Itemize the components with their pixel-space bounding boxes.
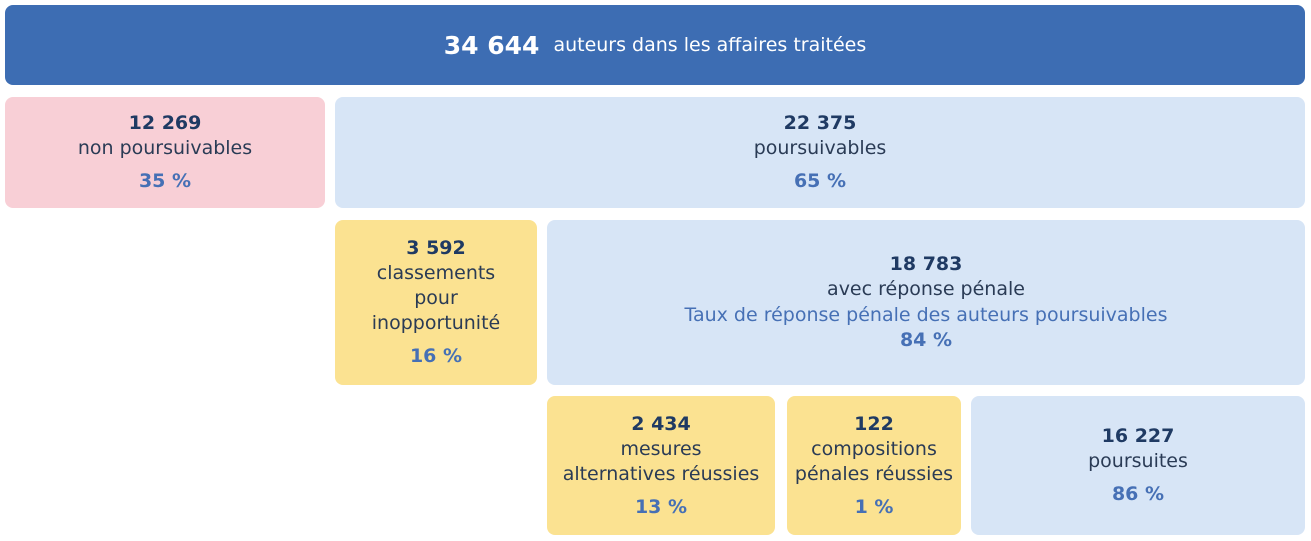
non-poursuivables-value: 12 269 xyxy=(128,112,202,134)
mesures-alternatives-value: 2 434 xyxy=(631,412,691,435)
mesures-alternatives-box: 2 434 mesures alternatives réussies 13 % xyxy=(547,396,775,535)
total-authors-value: 34 644 xyxy=(443,30,540,60)
non-poursuivables-percent: 35 % xyxy=(138,170,192,192)
non-poursuivables-box: 12 269 non poursuivables 35 % xyxy=(5,97,325,208)
poursuivables-value: 22 375 xyxy=(783,112,857,134)
compositions-penales-percent: 1 % xyxy=(854,495,894,518)
compositions-penales-label-line-1: compositions xyxy=(811,437,937,460)
classements-label-line-3: inopportunité xyxy=(371,312,501,334)
classements-value: 3 592 xyxy=(406,237,466,259)
classements-percent: 16 % xyxy=(409,345,463,367)
compositions-penales-value: 122 xyxy=(854,412,894,435)
poursuivables-label: poursuivables xyxy=(753,137,887,159)
mesures-alternatives-percent: 13 % xyxy=(634,495,688,518)
poursuivables-percent: 65 % xyxy=(793,170,847,192)
total-authors-banner: 34 644 auteurs dans les affaires traitée… xyxy=(5,5,1305,85)
poursuites-box: 16 227 poursuites 86 % xyxy=(971,396,1305,535)
reponse-penale-percent: 84 % xyxy=(899,329,953,351)
reponse-penale-value: 18 783 xyxy=(889,253,963,275)
mesures-alternatives-label-line-2: alternatives réussies xyxy=(562,462,760,485)
reponse-penale-label: avec réponse pénale xyxy=(827,278,1025,300)
total-authors-label: auteurs dans les affaires traitées xyxy=(553,34,867,56)
poursuites-label: poursuites xyxy=(1088,450,1188,472)
non-poursuivables-label: non poursuivables xyxy=(77,137,253,159)
compositions-penales-box: 122 compositions pénales réussies 1 % xyxy=(787,396,961,535)
poursuites-value: 16 227 xyxy=(1101,425,1175,447)
reponse-penale-box: 18 783 avec réponse pénale Taux de répon… xyxy=(547,220,1305,385)
poursuites-percent: 86 % xyxy=(1111,483,1165,505)
classements-label-line-1: classements xyxy=(376,262,496,284)
classements-box: 3 592 classements pour inopportunité 16 … xyxy=(335,220,537,385)
classements-label-line-2: pour xyxy=(414,287,458,309)
reponse-penale-note: Taux de réponse pénale des auteurs pours… xyxy=(684,304,1168,326)
poursuivables-box: 22 375 poursuivables 65 % xyxy=(335,97,1305,208)
mesures-alternatives-label-line-1: mesures xyxy=(620,437,702,460)
compositions-penales-label-line-2: pénales réussies xyxy=(794,462,954,485)
